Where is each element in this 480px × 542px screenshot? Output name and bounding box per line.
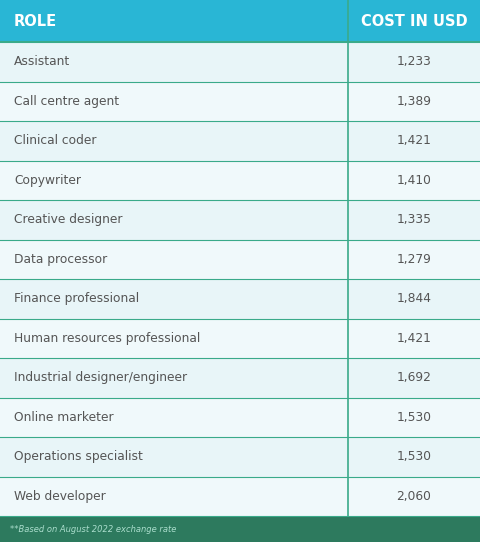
Text: 1,233: 1,233 xyxy=(396,55,432,68)
Bar xyxy=(0,200,480,240)
Bar xyxy=(0,476,480,516)
Text: 1,421: 1,421 xyxy=(396,332,432,345)
Text: Web developer: Web developer xyxy=(14,490,106,503)
Bar xyxy=(0,0,480,42)
Text: Copywriter: Copywriter xyxy=(14,174,81,187)
Text: 1,335: 1,335 xyxy=(396,213,432,226)
Text: Assistant: Assistant xyxy=(14,55,70,68)
Text: 1,279: 1,279 xyxy=(396,253,432,266)
Bar xyxy=(0,437,480,476)
Text: Clinical coder: Clinical coder xyxy=(14,134,96,147)
Bar xyxy=(0,160,480,200)
Text: 1,692: 1,692 xyxy=(396,371,432,384)
Bar xyxy=(0,358,480,397)
Text: Industrial designer/engineer: Industrial designer/engineer xyxy=(14,371,187,384)
Text: Data processor: Data processor xyxy=(14,253,107,266)
Text: **Based on August 2022 exchange rate: **Based on August 2022 exchange rate xyxy=(10,525,176,533)
Text: 1,389: 1,389 xyxy=(396,95,432,108)
Bar xyxy=(0,81,480,121)
Text: 1,530: 1,530 xyxy=(396,450,432,463)
Text: 1,410: 1,410 xyxy=(396,174,432,187)
Bar xyxy=(0,319,480,358)
Text: Call centre agent: Call centre agent xyxy=(14,95,119,108)
Text: ROLE: ROLE xyxy=(14,14,57,29)
Text: 1,530: 1,530 xyxy=(396,411,432,424)
Bar xyxy=(0,279,480,319)
Bar xyxy=(0,516,480,542)
Bar xyxy=(0,397,480,437)
Text: 2,060: 2,060 xyxy=(396,490,432,503)
Bar xyxy=(0,42,480,81)
Text: Finance professional: Finance professional xyxy=(14,292,139,305)
Bar xyxy=(0,240,480,279)
Text: Online marketer: Online marketer xyxy=(14,411,114,424)
Text: COST IN USD: COST IN USD xyxy=(360,14,468,29)
Text: Creative designer: Creative designer xyxy=(14,213,122,226)
Text: Operations specialist: Operations specialist xyxy=(14,450,143,463)
Text: Human resources professional: Human resources professional xyxy=(14,332,200,345)
Bar xyxy=(0,121,480,160)
Text: 1,844: 1,844 xyxy=(396,292,432,305)
Text: 1,421: 1,421 xyxy=(396,134,432,147)
